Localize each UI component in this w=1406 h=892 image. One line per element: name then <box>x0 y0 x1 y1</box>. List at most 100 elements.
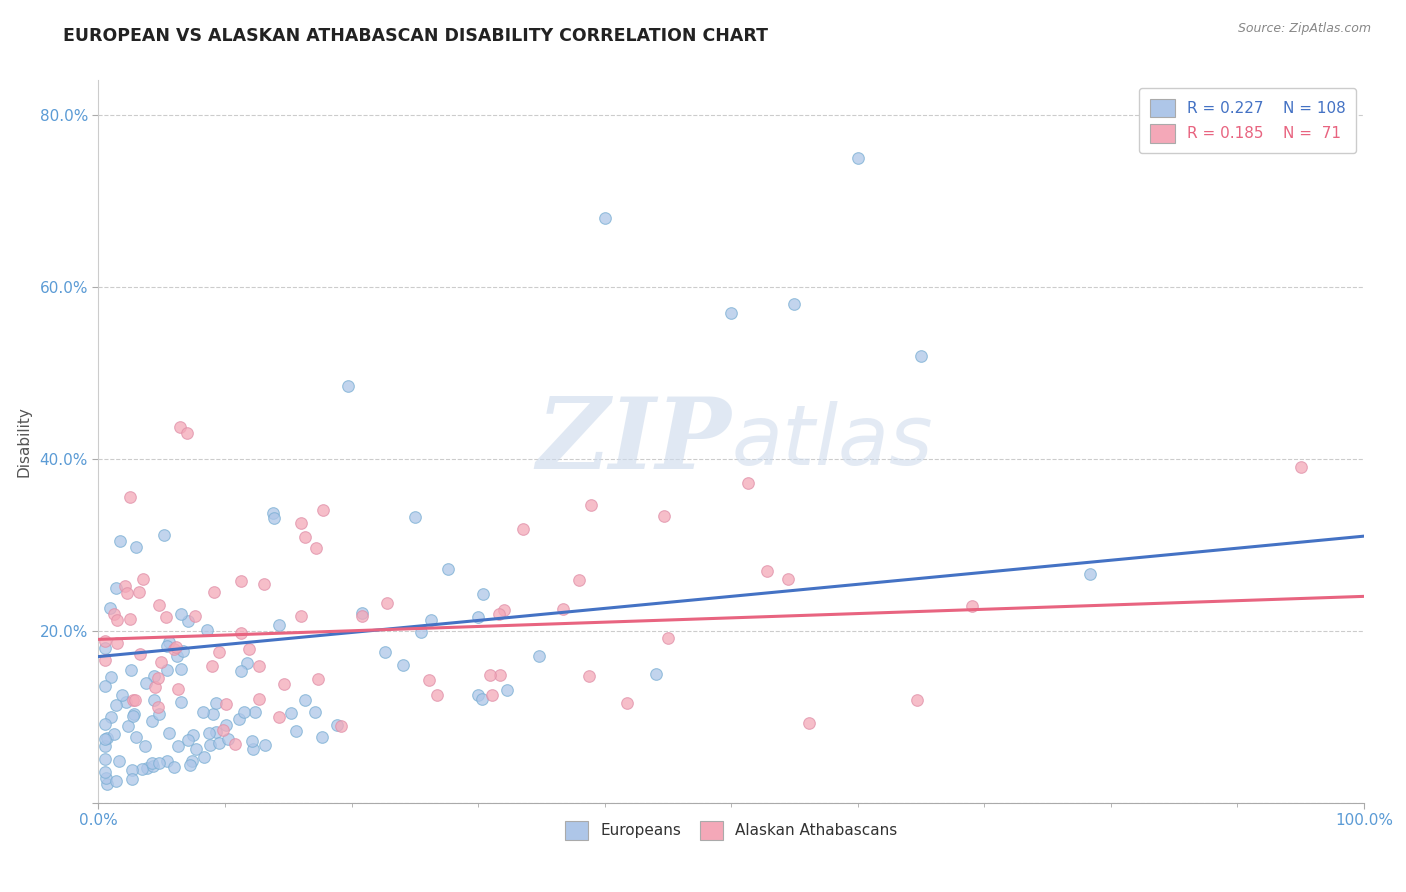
Point <box>492 603 515 617</box>
Point <box>229 574 252 588</box>
Point <box>141 714 163 728</box>
Point <box>170 607 193 622</box>
Point <box>294 530 316 544</box>
Point <box>120 663 142 677</box>
Point <box>512 523 534 537</box>
Point <box>307 672 329 686</box>
Point <box>247 659 270 673</box>
Point <box>290 608 312 623</box>
Point <box>93 640 117 655</box>
Point <box>374 645 396 659</box>
Point <box>103 607 125 621</box>
Point <box>148 699 170 714</box>
Point <box>242 741 264 756</box>
Point <box>645 667 668 681</box>
Point <box>176 614 198 628</box>
Point <box>105 698 128 712</box>
Point <box>93 680 117 694</box>
Point <box>202 584 225 599</box>
Point <box>616 696 638 710</box>
Point <box>184 742 207 756</box>
Legend: Europeans, Alaskan Athabascans: Europeans, Alaskan Athabascans <box>558 814 904 847</box>
Point <box>121 772 143 786</box>
Point <box>905 693 928 707</box>
Point <box>253 738 276 752</box>
Point <box>104 773 127 788</box>
Point <box>228 712 250 726</box>
Point <box>337 379 360 393</box>
Point <box>352 608 374 623</box>
Point <box>153 528 176 542</box>
Text: Source: ZipAtlas.com: Source: ZipAtlas.com <box>1237 22 1371 36</box>
Point <box>253 576 276 591</box>
Point <box>166 739 188 754</box>
Point <box>243 705 266 719</box>
Point <box>124 707 146 722</box>
Point <box>193 705 215 719</box>
Point <box>229 665 252 679</box>
Point <box>177 732 200 747</box>
Point <box>155 610 177 624</box>
Point <box>247 692 270 706</box>
Point <box>124 692 146 706</box>
Point <box>120 490 142 504</box>
Point <box>471 692 494 706</box>
Point <box>96 777 118 791</box>
Point <box>568 573 591 587</box>
Point <box>472 586 495 600</box>
Point <box>96 731 118 745</box>
Point <box>262 506 284 520</box>
Point <box>93 765 117 780</box>
Point <box>114 579 136 593</box>
Point <box>157 635 180 649</box>
Point <box>280 706 302 721</box>
Point <box>202 706 225 721</box>
Point <box>404 509 426 524</box>
Point <box>217 732 239 747</box>
Point <box>197 726 219 740</box>
Point <box>169 419 191 434</box>
Point <box>910 349 932 363</box>
Point <box>184 609 207 624</box>
Point <box>105 613 128 627</box>
Point <box>783 297 806 311</box>
Point <box>238 642 260 657</box>
Point <box>98 601 121 615</box>
Point <box>240 734 263 748</box>
Point <box>960 599 983 613</box>
Point <box>155 663 177 677</box>
Point <box>165 640 187 654</box>
Point <box>418 673 440 687</box>
Point <box>778 572 800 586</box>
Point <box>125 540 148 554</box>
Point <box>93 716 117 731</box>
Point <box>121 763 143 777</box>
Point <box>179 758 201 772</box>
Point <box>131 762 153 776</box>
Point <box>273 677 295 691</box>
Point <box>156 639 179 653</box>
Point <box>579 498 602 512</box>
Point <box>163 641 186 656</box>
Point <box>142 669 165 683</box>
Point <box>375 596 398 610</box>
Point <box>142 693 165 707</box>
Point <box>93 739 117 753</box>
Point <box>392 657 415 672</box>
Point <box>232 705 254 719</box>
Point <box>110 688 132 702</box>
Point <box>208 645 231 659</box>
Point <box>212 723 235 738</box>
Point <box>496 682 519 697</box>
Point <box>436 562 458 576</box>
Point <box>409 625 432 640</box>
Point <box>737 476 759 491</box>
Point <box>170 695 193 709</box>
Point <box>311 503 333 517</box>
Point <box>846 151 869 165</box>
Point <box>142 758 165 772</box>
Point <box>198 738 221 752</box>
Point <box>231 625 253 640</box>
Point <box>148 706 170 721</box>
Point <box>488 607 510 622</box>
